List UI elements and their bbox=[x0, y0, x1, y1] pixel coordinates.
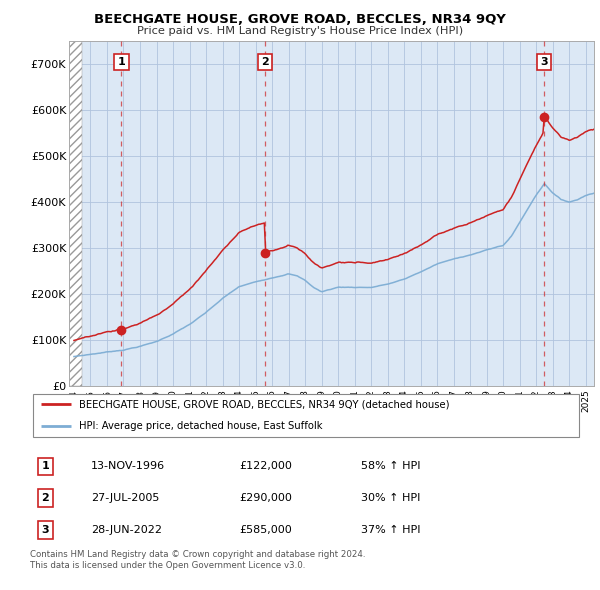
Text: 3: 3 bbox=[41, 525, 49, 535]
Text: Price paid vs. HM Land Registry's House Price Index (HPI): Price paid vs. HM Land Registry's House … bbox=[137, 26, 463, 36]
Text: £122,000: £122,000 bbox=[240, 461, 293, 471]
Text: 2: 2 bbox=[41, 493, 49, 503]
Text: Contains HM Land Registry data © Crown copyright and database right 2024.: Contains HM Land Registry data © Crown c… bbox=[30, 550, 365, 559]
Text: 1: 1 bbox=[118, 57, 125, 67]
Bar bbox=[69, 41, 82, 386]
Text: BEECHGATE HOUSE, GROVE ROAD, BECCLES, NR34 9QY: BEECHGATE HOUSE, GROVE ROAD, BECCLES, NR… bbox=[94, 13, 506, 26]
Text: HPI: Average price, detached house, East Suffolk: HPI: Average price, detached house, East… bbox=[79, 421, 322, 431]
Text: 2: 2 bbox=[261, 57, 269, 67]
FancyBboxPatch shape bbox=[33, 394, 579, 437]
Text: This data is licensed under the Open Government Licence v3.0.: This data is licensed under the Open Gov… bbox=[30, 560, 305, 569]
Text: 58% ↑ HPI: 58% ↑ HPI bbox=[361, 461, 421, 471]
Text: 13-NOV-1996: 13-NOV-1996 bbox=[91, 461, 165, 471]
Text: £290,000: £290,000 bbox=[240, 493, 293, 503]
Text: 37% ↑ HPI: 37% ↑ HPI bbox=[361, 525, 421, 535]
Text: 1: 1 bbox=[41, 461, 49, 471]
Text: 30% ↑ HPI: 30% ↑ HPI bbox=[361, 493, 421, 503]
Text: BEECHGATE HOUSE, GROVE ROAD, BECCLES, NR34 9QY (detached house): BEECHGATE HOUSE, GROVE ROAD, BECCLES, NR… bbox=[79, 399, 449, 409]
Text: £585,000: £585,000 bbox=[240, 525, 293, 535]
Text: 3: 3 bbox=[541, 57, 548, 67]
Text: 28-JUN-2022: 28-JUN-2022 bbox=[91, 525, 162, 535]
Text: 27-JUL-2005: 27-JUL-2005 bbox=[91, 493, 159, 503]
